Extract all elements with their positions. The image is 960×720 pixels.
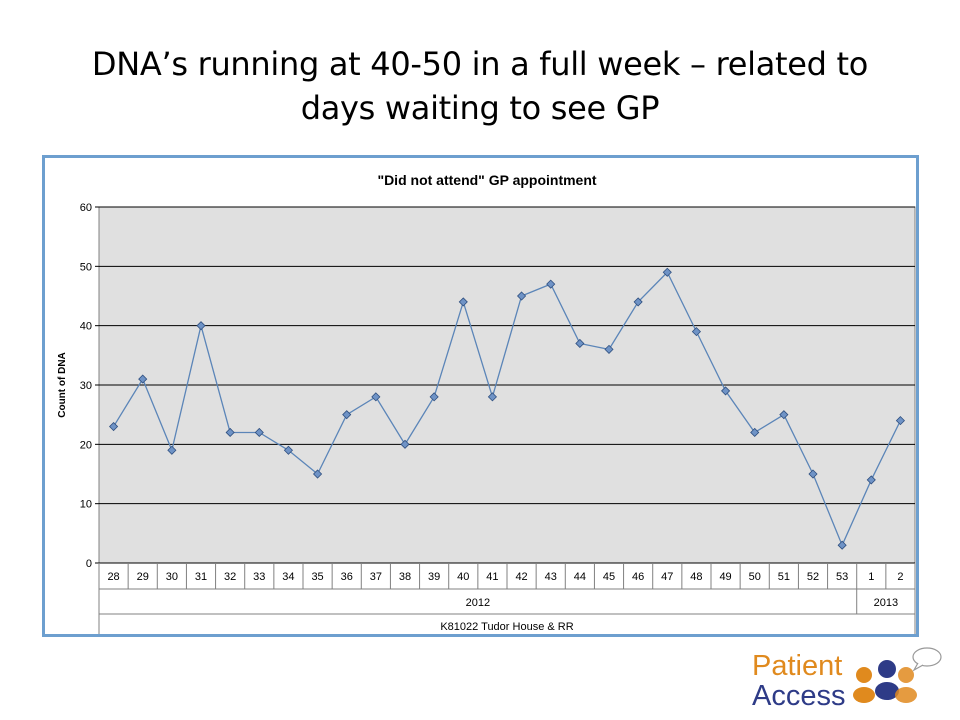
x-tick-label: 2 (897, 571, 903, 583)
dna-line-chart: "Did not attend" GP appointment 0 10 20 30 40… (57, 172, 916, 634)
data-point (837, 540, 847, 550)
year-label: 2012 (466, 597, 490, 609)
x-tick-label: 37 (370, 571, 382, 583)
x-tick-label: 1 (868, 571, 874, 583)
x-tick-label: 52 (807, 571, 819, 583)
x-tick-label: 51 (778, 571, 790, 583)
data-point (633, 297, 643, 307)
data-point (371, 392, 381, 402)
x-tick-label: 31 (195, 571, 207, 583)
y-tick-label: 10 (80, 499, 92, 511)
data-point (429, 392, 439, 402)
y-tick-label: 30 (80, 380, 92, 392)
data-point (662, 267, 672, 277)
data-point (750, 427, 760, 438)
x-tick-label: 40 (457, 571, 469, 583)
y-tick-label: 0 (86, 558, 92, 570)
slide-title: DNA’s running at 40-50 in a full week – … (40, 42, 920, 130)
y-axis-label: Count of DNA (57, 352, 68, 418)
data-point (575, 338, 585, 349)
chart-frame: "Did not attend" GP appointment 0 10 20 30 40… (42, 155, 919, 637)
data-point (866, 475, 876, 485)
x-tick-label: 30 (166, 571, 178, 583)
x-tick-label: 48 (690, 571, 702, 583)
group-label: K81022 Tudor House & RR (440, 621, 573, 633)
x-tick-label: 43 (545, 571, 557, 583)
data-point (895, 416, 905, 426)
x-tick-label: 39 (428, 571, 440, 583)
x-tick-label: 47 (661, 571, 673, 583)
data-point (517, 291, 527, 301)
logo-word-2: Access (752, 680, 845, 712)
x-tick-label: 50 (749, 571, 761, 583)
y-tick-label: 50 (80, 261, 92, 273)
y-tick-label: 40 (80, 321, 92, 333)
data-point (342, 410, 352, 420)
data-point (225, 427, 235, 438)
patient-access-logo-mark: Patient Access (752, 647, 942, 712)
x-tick-label: 49 (719, 571, 731, 583)
data-point (138, 374, 148, 384)
data-point (283, 445, 293, 455)
x-tick-label: 41 (486, 571, 498, 583)
x-tick-label: 46 (632, 571, 644, 583)
year-label: 2013 (874, 597, 898, 609)
x-tick-label: 36 (341, 571, 353, 583)
data-point (779, 410, 789, 420)
data-point (313, 469, 323, 479)
data-point (808, 469, 818, 479)
data-point (196, 321, 206, 331)
data-point (546, 279, 556, 289)
data-point (109, 421, 119, 432)
y-tick-label: 60 (80, 202, 92, 214)
data-point (458, 297, 468, 307)
x-tick-label: 33 (253, 571, 265, 583)
data-point (487, 392, 497, 402)
slide-title-line-2: days waiting to see GP (300, 89, 660, 127)
y-tick-label: 20 (80, 439, 92, 451)
x-tick-label: 29 (137, 571, 149, 583)
x-tick-label: 38 (399, 571, 411, 583)
patient-access-logo: Patient Access (752, 645, 952, 715)
logo-word-1: Patient (752, 650, 842, 682)
data-point (721, 386, 731, 396)
data-point (400, 439, 410, 449)
x-tick-label: 32 (224, 571, 236, 583)
data-point (254, 427, 264, 438)
x-tick-label: 45 (603, 571, 615, 583)
x-tick-label: 53 (836, 571, 848, 583)
data-point (167, 445, 177, 455)
x-tick-label: 44 (574, 571, 586, 583)
speech-bubble-icon (912, 647, 942, 672)
series-line (113, 271, 902, 547)
people-icon (853, 660, 917, 703)
slide-title-line-1: DNA’s running at 40-50 in a full week – … (91, 45, 869, 83)
x-tick-label: 35 (311, 571, 323, 583)
x-tick-label: 42 (515, 571, 527, 583)
x-tick-label: 28 (107, 571, 119, 583)
data-point (604, 344, 614, 354)
x-tick-label: 34 (282, 571, 294, 583)
chart-title: "Did not attend" GP appointment (377, 172, 596, 188)
data-point (691, 327, 701, 337)
